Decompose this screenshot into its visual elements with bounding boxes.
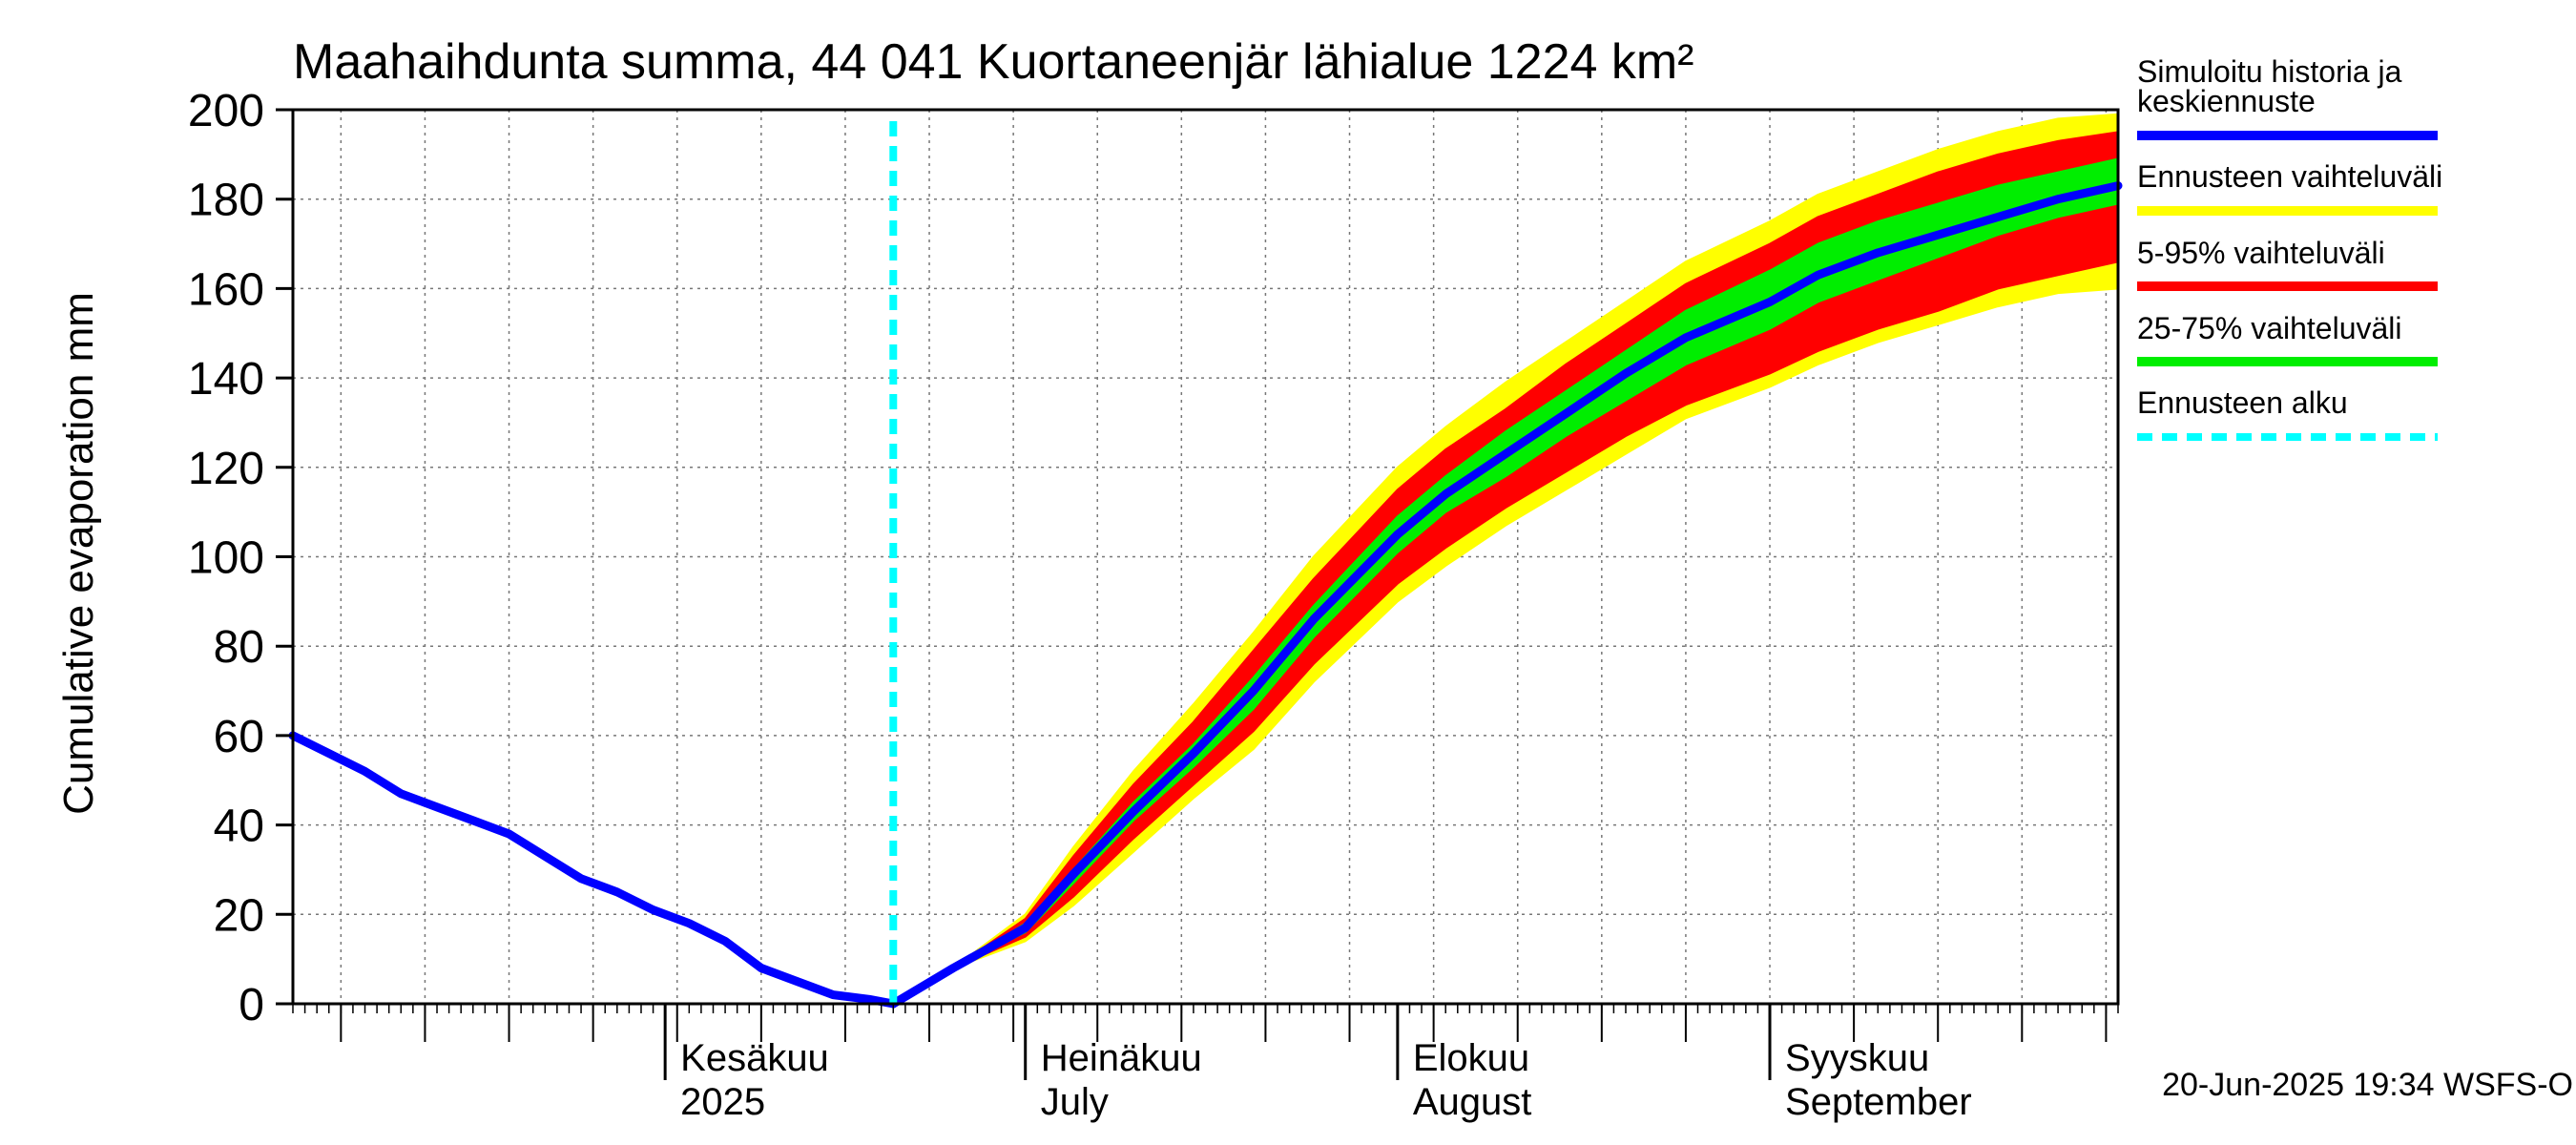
y-tick-label: 160 xyxy=(188,264,264,315)
footer-timestamp: 20-Jun-2025 19:34 WSFS-O xyxy=(2162,1067,2573,1103)
x-month-label: Kesäkuu xyxy=(680,1037,829,1079)
legend-entry-5-95: 5-95% vaihteluväli xyxy=(2137,236,2438,291)
legend-entry-25-75: 25-75% vaihteluväli xyxy=(2137,311,2438,366)
series-lines xyxy=(288,181,2123,1009)
legend-entry-range: Ennusteen vaihteluväli xyxy=(2137,159,2442,216)
y-tick-label: 20 xyxy=(214,890,264,941)
median-forecast-line xyxy=(888,181,2123,1009)
x-month-label: Syyskuu xyxy=(1785,1037,1929,1079)
x-year-label: August xyxy=(1413,1081,1532,1123)
y-tick-label: 40 xyxy=(214,802,264,852)
y-axis-label: Cumulative evaporation mm xyxy=(55,292,102,815)
y-tick-label: 100 xyxy=(188,533,264,584)
y-tick-label: 120 xyxy=(188,444,264,494)
y-axis: 0 20 40 60 80 100 120 140 160 180 200 xyxy=(188,86,293,1030)
chart-title: Maahaihdunta summa, 44 041 Kuortaneenjär… xyxy=(293,34,1694,90)
x-month-label: Heinäkuu xyxy=(1041,1037,1202,1079)
legend-range-label: Ennusteen vaihteluväli xyxy=(2137,159,2442,194)
y-tick-label: 0 xyxy=(239,980,264,1030)
x-year-label: September xyxy=(1785,1081,1972,1123)
y-tick-label: 80 xyxy=(214,622,264,673)
y-tick-label: 180 xyxy=(188,176,264,226)
y-tick-label: 140 xyxy=(188,354,264,405)
legend-5-95-label: 5-95% vaihteluväli xyxy=(2137,236,2385,270)
x-month-label: Elokuu xyxy=(1413,1037,1529,1079)
legend-history-label-line1: Simuloitu historia ja xyxy=(2137,54,2402,89)
legend-entry-forecast-start: Ennusteen alku xyxy=(2137,385,2438,441)
y-tick-label: 60 xyxy=(214,712,264,762)
x-year-label: 2025 xyxy=(680,1081,765,1123)
y-tick-label: 200 xyxy=(188,86,264,136)
legend: Simuloitu historia ja keskiennuste Ennus… xyxy=(2137,54,2442,441)
history-line xyxy=(288,731,898,1009)
legend-history-label-line2: keskiennuste xyxy=(2137,84,2316,118)
legend-entry-history: Simuloitu historia ja keskiennuste xyxy=(2137,54,2438,140)
legend-25-75-label: 25-75% vaihteluväli xyxy=(2137,311,2402,345)
legend-forecast-start-label: Ennusteen alku xyxy=(2137,385,2348,420)
x-year-label: July xyxy=(1041,1081,1109,1123)
